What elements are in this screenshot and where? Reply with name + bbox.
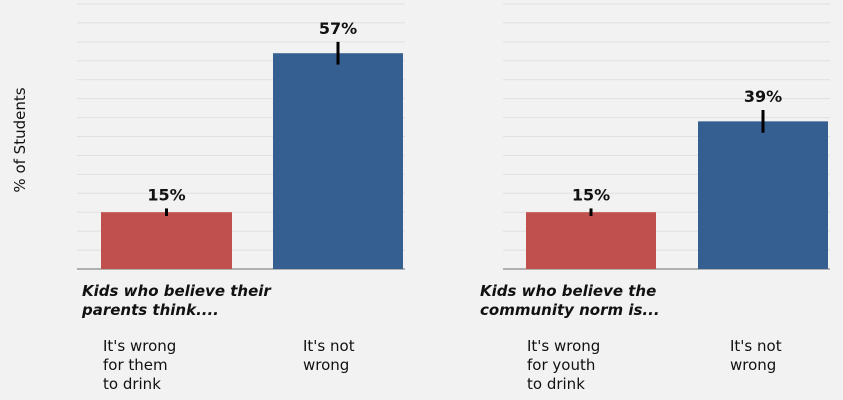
chart-2-data-label-2: 39% (744, 87, 782, 106)
chart-1-bar-1 (101, 212, 232, 269)
chart-2-data-label-1: 15% (572, 185, 610, 204)
chart-2-category-2: It's not wrong (730, 337, 782, 374)
chart-1-bar-2 (273, 53, 403, 269)
chart-2-caption: Kids who believe the community norm is..… (480, 282, 660, 319)
chart-2-category-1: It's wrong for youth to drink (527, 337, 601, 393)
chart-1-data-label-1: 15% (147, 185, 185, 204)
chart-1-data-label-2: 57% (319, 19, 357, 38)
chart-1-caption: Kids who believe their parents think.... (82, 282, 271, 319)
chart-2-bar-2 (698, 121, 828, 269)
chart-1-category-2: It's not wrong (303, 337, 355, 374)
chart-1-category-1: It's wrong for them to drink (103, 337, 177, 393)
chart-2-bar-1 (526, 212, 656, 269)
